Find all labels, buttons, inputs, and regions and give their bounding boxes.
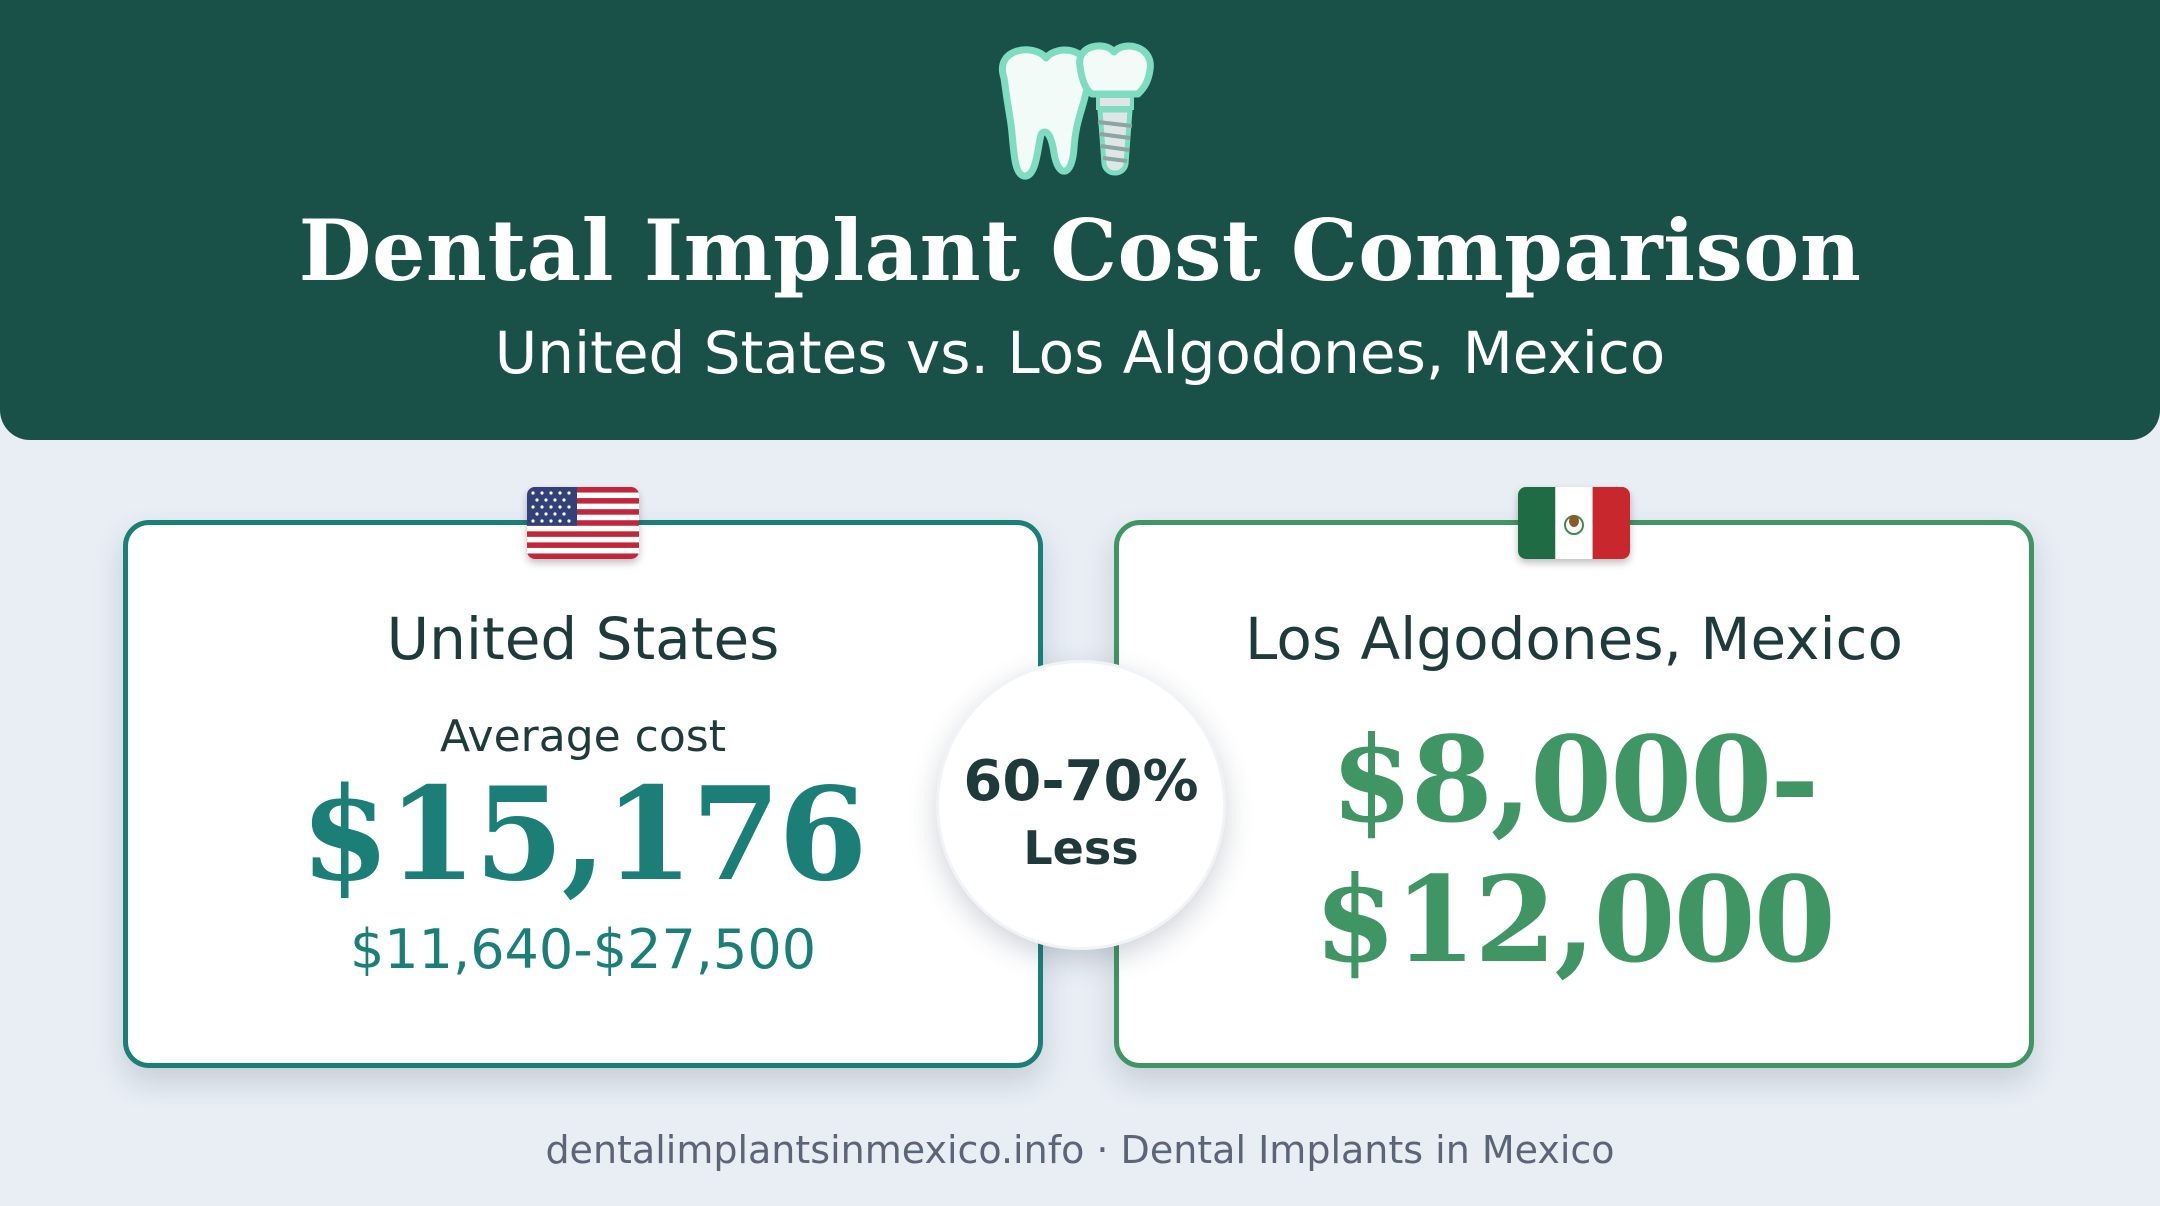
page-subtitle: United States vs. Los Algodones, Mexico — [494, 319, 1666, 387]
average-cost-label: Average cost — [440, 711, 726, 762]
us-heading: United States — [386, 605, 780, 673]
us-cost-card: United States Average cost $15,176 $11,6… — [123, 520, 1043, 1068]
savings-label: Less — [1023, 821, 1139, 875]
mexico-flag-icon — [1518, 487, 1630, 559]
savings-badge: 60-70% Less — [936, 660, 1226, 950]
mexico-heading: Los Algodones, Mexico — [1245, 605, 1903, 673]
us-flag-icon — [527, 487, 639, 559]
page-title: Dental Implant Cost Comparison — [298, 201, 1862, 300]
savings-percent: 60-70% — [963, 749, 1199, 814]
mexico-price-line1: $8,000- — [1330, 710, 1820, 849]
header-banner: Dental Implant Cost Comparison United St… — [0, 0, 2160, 440]
us-price-range: $11,640-$27,500 — [349, 918, 817, 981]
us-average-price: $15,176 — [300, 760, 868, 910]
mexico-price-line2: $12,000 — [1314, 850, 1836, 989]
tooth-and-implant-icon — [998, 42, 1154, 180]
footer-credit: dentalimplantsinmexico.info · Dental Imp… — [545, 1128, 1615, 1172]
mexico-cost-card: Los Algodones, Mexico $8,000- $12,000 — [1114, 520, 2034, 1068]
